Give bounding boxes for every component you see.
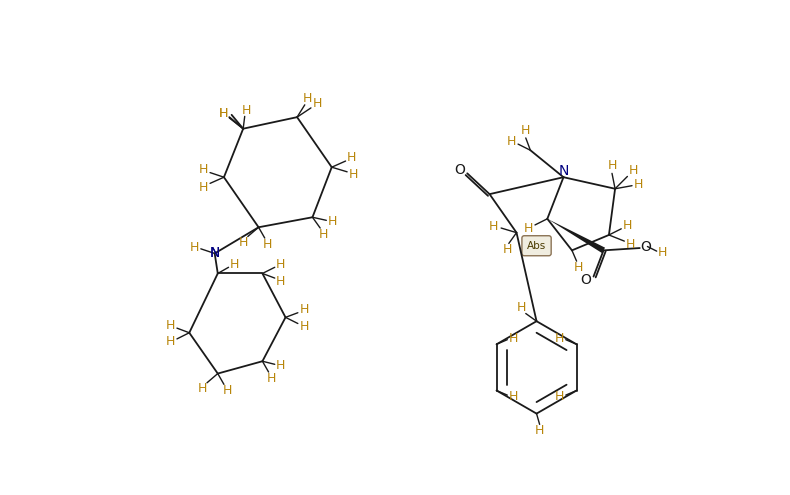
Text: H: H bbox=[634, 178, 643, 191]
Text: H: H bbox=[535, 424, 544, 437]
Text: H: H bbox=[347, 151, 356, 164]
Text: H: H bbox=[517, 301, 526, 314]
Text: O: O bbox=[454, 163, 465, 177]
Text: H: H bbox=[608, 159, 617, 172]
Text: H: H bbox=[267, 372, 276, 385]
Text: H: H bbox=[166, 319, 175, 332]
Text: N: N bbox=[559, 164, 569, 178]
Text: H: H bbox=[502, 243, 512, 256]
Text: H: H bbox=[199, 182, 209, 195]
Text: H: H bbox=[348, 168, 358, 181]
Text: H: H bbox=[276, 275, 286, 288]
Text: H: H bbox=[276, 258, 286, 271]
Text: H: H bbox=[303, 92, 312, 105]
Text: H: H bbox=[263, 238, 273, 250]
Text: H: H bbox=[276, 359, 286, 372]
Text: N: N bbox=[209, 247, 220, 260]
Text: H: H bbox=[222, 384, 231, 397]
Text: H: H bbox=[509, 332, 518, 345]
Text: H: H bbox=[318, 228, 328, 241]
Text: H: H bbox=[521, 124, 530, 137]
Text: H: H bbox=[629, 164, 638, 177]
Text: H: H bbox=[219, 107, 228, 120]
Text: H: H bbox=[507, 135, 517, 148]
Text: H: H bbox=[166, 336, 175, 348]
Text: O: O bbox=[641, 240, 651, 253]
Text: H: H bbox=[574, 261, 583, 274]
Text: H: H bbox=[658, 246, 668, 259]
Text: H: H bbox=[239, 236, 248, 249]
Text: H: H bbox=[489, 220, 498, 233]
Text: H: H bbox=[555, 332, 564, 345]
Text: H: H bbox=[299, 303, 309, 316]
Polygon shape bbox=[547, 219, 605, 253]
Text: H: H bbox=[230, 258, 239, 271]
Text: H: H bbox=[299, 320, 309, 333]
Text: H: H bbox=[312, 97, 322, 110]
Text: H: H bbox=[199, 163, 209, 176]
Text: N: N bbox=[209, 247, 220, 260]
Text: H: H bbox=[555, 390, 564, 403]
Text: H: H bbox=[623, 219, 632, 232]
Text: H: H bbox=[219, 107, 228, 120]
Text: H: H bbox=[509, 390, 518, 403]
Text: H: H bbox=[242, 104, 251, 117]
Text: H: H bbox=[328, 215, 337, 228]
Text: H: H bbox=[626, 238, 635, 250]
FancyBboxPatch shape bbox=[522, 236, 551, 256]
Text: H: H bbox=[524, 222, 533, 235]
Text: Abs: Abs bbox=[527, 241, 546, 251]
Text: H: H bbox=[198, 383, 207, 396]
Text: O: O bbox=[581, 273, 591, 288]
Text: H: H bbox=[190, 241, 199, 254]
